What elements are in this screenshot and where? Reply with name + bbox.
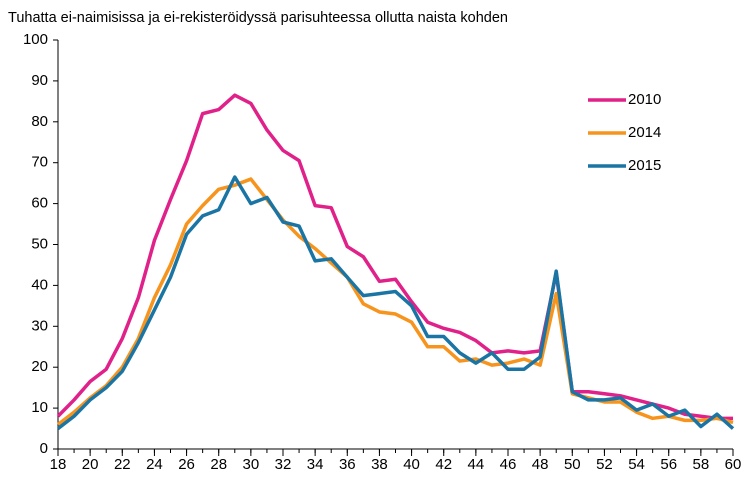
x-tick-label: 52 — [596, 456, 613, 473]
x-tick-label: 34 — [307, 456, 324, 473]
x-tick-label: 20 — [82, 456, 99, 473]
y-tick-label: 70 — [31, 154, 48, 171]
x-tick-label: 48 — [532, 456, 549, 473]
legend-label: 2014 — [628, 124, 661, 141]
x-tick-label: 42 — [435, 456, 452, 473]
x-tick-label: 46 — [500, 456, 517, 473]
y-tick-label: 20 — [31, 358, 48, 375]
x-tick-label: 58 — [693, 456, 710, 473]
x-tick-label: 26 — [178, 456, 195, 473]
chart-title: Tuhatta ei-naimisissa ja ei-rekisteröidy… — [8, 10, 508, 26]
x-tick-label: 32 — [275, 456, 292, 473]
x-tick-label: 22 — [114, 456, 131, 473]
x-tick-label: 18 — [50, 456, 67, 473]
y-tick-label: 80 — [31, 113, 48, 130]
y-tick-label: 30 — [31, 317, 48, 334]
y-tick-label: 10 — [31, 399, 48, 416]
y-tick-label: 0 — [40, 440, 48, 457]
x-tick-label: 54 — [628, 456, 645, 473]
y-tick-label: 60 — [31, 195, 48, 212]
y-tick-label: 40 — [31, 276, 48, 293]
x-tick-label: 24 — [146, 456, 163, 473]
y-tick-label: 90 — [31, 72, 48, 89]
legend-label: 2015 — [628, 157, 661, 174]
x-tick-label: 44 — [468, 456, 485, 473]
line — [56, 175, 735, 430]
line — [56, 177, 734, 426]
x-tick-label: 36 — [339, 456, 356, 473]
x-tick-label: 50 — [564, 456, 581, 473]
x-tick-label: 30 — [243, 456, 260, 473]
x-tick-label: 56 — [660, 456, 677, 473]
x-tick-label: 38 — [371, 456, 388, 473]
y-tick-label: 100 — [23, 31, 48, 48]
x-tick-label: 40 — [403, 456, 420, 473]
x-tick-label: 28 — [210, 456, 227, 473]
legend-label: 2010 — [628, 91, 661, 108]
x-tick-label: 60 — [725, 456, 742, 473]
line — [56, 93, 733, 421]
y-tick-label: 50 — [31, 235, 48, 252]
